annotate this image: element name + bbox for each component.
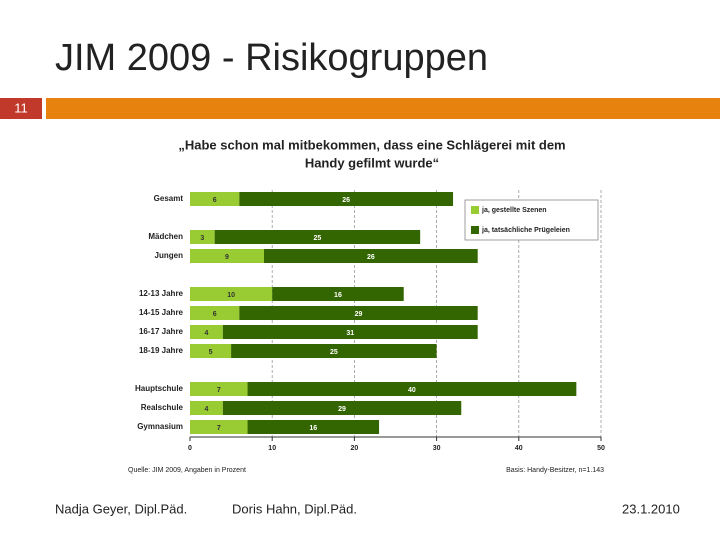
data-label: 4 bbox=[204, 330, 208, 337]
legend-label: ja, tatsächliche Prügeleien bbox=[481, 227, 570, 234]
bar-segment bbox=[214, 230, 421, 244]
bar-segment bbox=[190, 344, 232, 358]
y-tick-label: 18-19 Jahre bbox=[139, 346, 184, 355]
y-tick-label: Realschule bbox=[141, 403, 184, 412]
bar-segment bbox=[272, 287, 404, 301]
x-tick-label: 40 bbox=[515, 445, 523, 452]
data-label: 29 bbox=[338, 406, 346, 413]
data-label: 25 bbox=[314, 235, 322, 242]
bar-segment bbox=[190, 249, 264, 263]
slide-title: JIM 2009 - Risikogruppen bbox=[55, 37, 488, 79]
bar-segment bbox=[263, 249, 478, 263]
legend-swatch bbox=[471, 206, 479, 214]
bar-segment bbox=[247, 420, 380, 434]
y-tick-label: 16-17 Jahre bbox=[139, 327, 184, 336]
chart-title: „Habe schon mal mitbekommen, dass eine S… bbox=[178, 137, 565, 152]
y-tick-label: Hauptschule bbox=[135, 384, 184, 393]
y-tick-label: Gesamt bbox=[154, 194, 184, 203]
data-label: 9 bbox=[225, 254, 229, 261]
bar-segment bbox=[222, 325, 478, 339]
bar-segment bbox=[190, 401, 223, 415]
x-tick-label: 10 bbox=[268, 445, 276, 452]
bar-segment bbox=[190, 325, 223, 339]
footer-date: 23.1.2010 bbox=[622, 501, 680, 516]
data-label: 40 bbox=[408, 387, 416, 394]
legend-swatch bbox=[471, 226, 479, 234]
x-tick-label: 50 bbox=[597, 445, 605, 452]
footer-author: Doris Hahn, Dipl.Päd. bbox=[232, 501, 357, 516]
bar-segment bbox=[231, 344, 437, 358]
bar-segment bbox=[190, 192, 240, 206]
bar-segment bbox=[190, 382, 248, 396]
bar-segment bbox=[190, 420, 248, 434]
note: Basis: Handy-Besitzer, n=1.143 bbox=[506, 467, 604, 474]
x-tick-label: 0 bbox=[188, 445, 192, 452]
data-label: 26 bbox=[367, 254, 375, 261]
data-label: 3 bbox=[200, 235, 204, 242]
bar-segment bbox=[239, 192, 454, 206]
bar-segment bbox=[190, 287, 273, 301]
y-tick-label: Mädchen bbox=[148, 232, 183, 241]
bar-segment bbox=[190, 230, 215, 244]
bar-segment bbox=[190, 306, 240, 320]
data-label: 16 bbox=[334, 292, 342, 299]
y-tick-label: 12-13 Jahre bbox=[139, 289, 184, 298]
data-label: 7 bbox=[217, 425, 221, 432]
bar-segment bbox=[239, 306, 478, 320]
legend-label: ja, gestellte Szenen bbox=[481, 207, 547, 214]
data-label: 31 bbox=[346, 330, 354, 337]
slide-number-box bbox=[0, 98, 42, 119]
y-tick-label: Gymnasium bbox=[137, 422, 183, 431]
data-label: 29 bbox=[355, 311, 363, 318]
legend-box bbox=[464, 199, 599, 241]
data-label: 5 bbox=[209, 349, 213, 356]
bar-segment bbox=[222, 401, 462, 415]
footer-author: Nadja Geyer, Dipl.Päd. bbox=[55, 501, 187, 516]
slide-number: 11 bbox=[14, 100, 28, 115]
data-label: 26 bbox=[342, 197, 350, 204]
x-tick-label: 20 bbox=[351, 445, 359, 452]
header-bar bbox=[46, 98, 720, 119]
data-label: 4 bbox=[204, 406, 208, 413]
data-label: 25 bbox=[330, 349, 338, 356]
data-label: 16 bbox=[309, 425, 317, 432]
x-tick-label: 30 bbox=[433, 445, 441, 452]
source: Quelle: JIM 2009, Angaben in Prozent bbox=[128, 467, 246, 474]
chart-subtitle: Handy gefilmt wurde“ bbox=[305, 155, 439, 170]
data-label: 6 bbox=[213, 197, 217, 204]
data-label: 7 bbox=[217, 387, 221, 394]
y-tick-label: Jungen bbox=[155, 251, 184, 260]
data-label: 6 bbox=[213, 311, 217, 318]
bar-segment bbox=[247, 382, 577, 396]
data-label: 10 bbox=[227, 292, 235, 299]
y-tick-label: 14-15 Jahre bbox=[139, 308, 184, 317]
